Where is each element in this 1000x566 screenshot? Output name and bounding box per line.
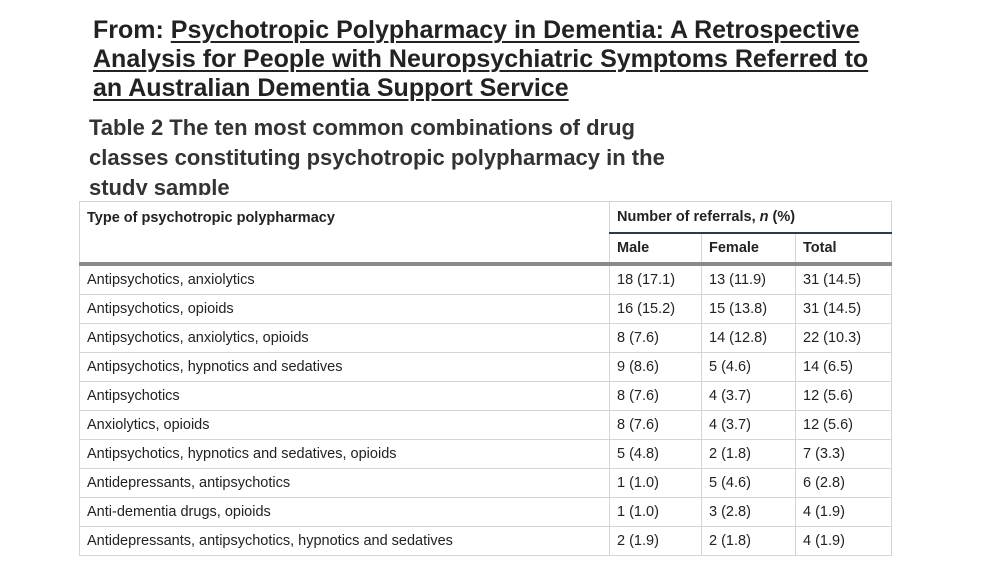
cell-male: 1 (1.0): [609, 468, 702, 498]
group-header-n: n: [759, 209, 769, 225]
cell-total: 14 (6.5): [794, 352, 893, 382]
cell-total: 12 (5.6): [794, 410, 893, 440]
cell-male: 8 (7.6): [609, 410, 702, 440]
column-group-header: Number of referrals, n (%): [608, 201, 893, 234]
cell-female: 13 (11.9): [701, 263, 796, 295]
cell-female: 4 (3.7): [701, 410, 796, 440]
cell-type: Antipsychotics, hypnotics and sedatives: [79, 352, 610, 382]
cell-type: Antipsychotics, anxiolytics: [79, 263, 610, 295]
cell-male: 9 (8.6): [609, 352, 702, 382]
cell-total: 7 (3.3): [794, 439, 893, 469]
from-label: From:: [93, 16, 171, 44]
cell-type: Antipsychotics, anxiolytics, opioids: [79, 323, 610, 353]
cell-female: 2 (1.8): [701, 526, 796, 556]
cell-female: 15 (13.8): [701, 294, 796, 324]
cell-male: 18 (17.1): [609, 263, 702, 295]
table-row: Antipsychotics, hypnotics and sedatives …: [79, 352, 893, 382]
cell-male: 1 (1.0): [609, 497, 702, 527]
table-row: Antidepressants, antipsychotics, hypnoti…: [79, 526, 893, 556]
cell-total: 22 (10.3): [794, 323, 893, 353]
cell-total: 4 (1.9): [794, 526, 893, 556]
table-row: Antipsychotics, hypnotics and sedatives,…: [79, 439, 893, 469]
table-row: Anti-dementia drugs, opioids 1 (1.0) 3 (…: [79, 497, 893, 527]
cell-type: Antidepressants, antipsychotics, hypnoti…: [79, 526, 610, 556]
table-row: Antipsychotics, anxiolytics 18 (17.1) 13…: [79, 263, 893, 295]
cell-female: 2 (1.8): [701, 439, 796, 469]
cell-type: Anxiolytics, opioids: [79, 410, 610, 440]
table-row: Antipsychotics 8 (7.6) 4 (3.7) 12 (5.6): [79, 381, 893, 411]
cell-type: Anti-dementia drugs, opioids: [79, 497, 610, 527]
cell-male: 8 (7.6): [609, 323, 702, 353]
group-header-prefix: Number of referrals,: [617, 209, 760, 225]
cell-female: 5 (4.6): [701, 468, 796, 498]
table-row: Antidepressants, antipsychotics 1 (1.0) …: [79, 468, 893, 498]
table-row: Antipsychotics, opioids 16 (15.2) 15 (13…: [79, 294, 893, 324]
cell-type: Antipsychotics, hypnotics and sedatives,…: [79, 439, 610, 469]
data-table: Type of psychotropic polypharmacy Number…: [79, 201, 893, 556]
cell-male: 2 (1.9): [609, 526, 702, 556]
table-caption: Table 2 The ten most common combinations…: [89, 115, 665, 195]
table-row: Anxiolytics, opioids 8 (7.6) 4 (3.7) 12 …: [79, 410, 893, 440]
article-title-link[interactable]: Psychotropic Polypharmacy in Dementia: A…: [93, 16, 869, 102]
cell-male: 16 (15.2): [609, 294, 702, 324]
cell-total: 12 (5.6): [794, 381, 893, 411]
cell-type: Antipsychotics: [79, 381, 610, 411]
table-row: Antipsychotics, anxiolytics, opioids 8 (…: [79, 323, 893, 353]
cell-total: 31 (14.5): [794, 263, 893, 295]
cell-male: 8 (7.6): [609, 381, 702, 411]
cell-female: 14 (12.8): [701, 323, 796, 353]
group-header-suffix: (%): [768, 209, 796, 225]
cell-total: 6 (2.8): [794, 468, 893, 498]
column-header-male: Male: [609, 232, 702, 266]
cell-female: 5 (4.6): [701, 352, 796, 382]
column-header-female: Female: [701, 232, 796, 266]
cell-type: Antipsychotics, opioids: [79, 294, 610, 324]
cell-male: 5 (4.8): [609, 439, 702, 469]
cell-female: 4 (3.7): [701, 381, 796, 411]
column-header-type: Type of psychotropic polypharmacy: [79, 201, 610, 266]
cell-total: 31 (14.5): [794, 294, 893, 324]
column-header-total: Total: [794, 232, 893, 266]
cell-female: 3 (2.8): [701, 497, 796, 527]
cell-type: Antidepressants, antipsychotics: [79, 468, 610, 498]
cell-total: 4 (1.9): [794, 497, 893, 527]
article-heading: From: Psychotropic Polypharmacy in Demen…: [93, 16, 893, 103]
